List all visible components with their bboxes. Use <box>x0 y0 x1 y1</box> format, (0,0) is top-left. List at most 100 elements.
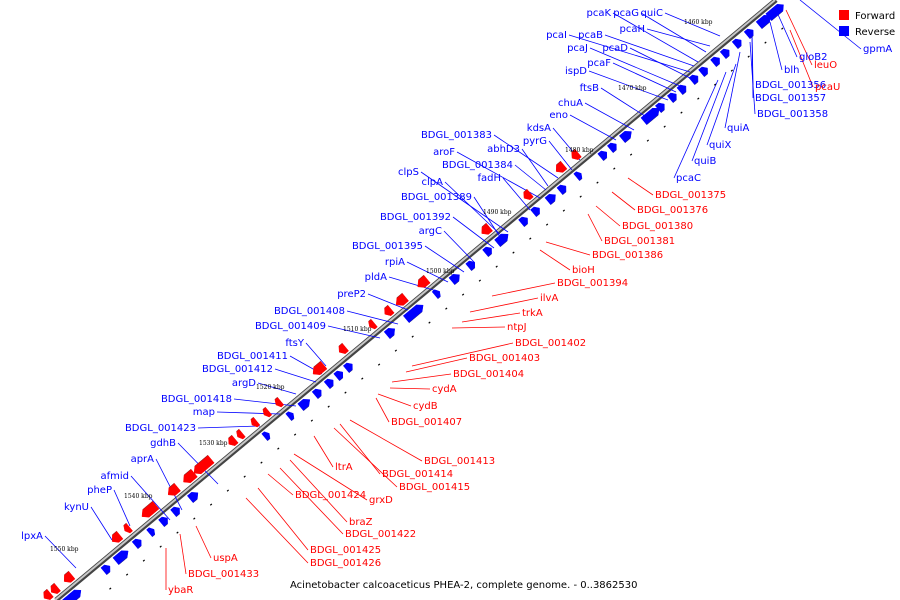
forward-gene-10 <box>312 360 328 375</box>
reverse-gene-32-edge <box>329 385 334 389</box>
reverse-labels-right-4: BDGL_001356 <box>755 80 826 91</box>
leader-line <box>245 497 309 564</box>
reverse-gene-25-edge <box>471 267 476 271</box>
tick-label: 1500 kbp <box>426 268 455 275</box>
reverse-gene-15-edge <box>624 137 631 143</box>
feature-mark <box>361 377 364 380</box>
feature-mark <box>545 223 549 226</box>
forward-gene-15-edge <box>228 435 233 439</box>
legend-item-forward: Forward <box>839 10 895 22</box>
reverse-gene-24 <box>482 246 492 258</box>
leader-lines <box>44 0 862 590</box>
tick-label: 1510 kbp <box>343 326 372 333</box>
forward-gene-5 <box>417 274 431 288</box>
forward-labels-22: ltrA <box>335 462 353 473</box>
leader-line <box>589 47 681 87</box>
leader-line <box>346 310 399 325</box>
reverse-labels-25: argC <box>419 226 442 237</box>
forward-labels-21: BDGL_001415 <box>399 482 470 493</box>
leader-line <box>548 140 573 171</box>
reverse-labels-10: pcaF <box>587 58 611 69</box>
forward-gene-13 <box>250 416 261 428</box>
leader-line <box>514 164 547 191</box>
reverse-gene-28-edge <box>408 311 423 323</box>
reverse-gene-21 <box>530 206 540 218</box>
forward-labels-17: cydB <box>413 401 438 412</box>
reverse-gene-27-edge <box>437 296 441 299</box>
reverse-gene-36-edge <box>267 438 271 441</box>
forward-gene-14 <box>236 428 246 440</box>
leader-line <box>44 535 77 569</box>
forward-labels-7: BDGL_001386 <box>592 250 663 261</box>
reverse-gene-13 <box>654 102 665 114</box>
forward-gene-11-edge <box>274 397 278 400</box>
reverse-gene-6-edge <box>737 45 742 49</box>
leader-line <box>724 51 741 129</box>
reverse-gene-26-edge <box>454 280 460 285</box>
forward-gene-7 <box>384 304 395 316</box>
feature-mark <box>646 139 650 142</box>
reverse-labels-33: BDGL_001411 <box>217 351 288 362</box>
forward-labels-12: ntpJ <box>507 322 527 333</box>
leader-line <box>197 425 261 429</box>
leader-line <box>769 21 783 71</box>
reverse-gene-4 <box>755 19 765 30</box>
forward-labels-26: BDGL_001422 <box>345 529 416 540</box>
forward-gene-23-edge <box>50 583 55 587</box>
reverse-labels-right-9: quiB <box>694 156 716 167</box>
leader-line <box>389 387 431 390</box>
forward-gene-20-edge <box>123 523 127 526</box>
reverse-gene-12-edge <box>672 99 677 103</box>
leader-line <box>391 373 452 383</box>
leader-line <box>673 79 719 179</box>
leader-line <box>293 453 368 501</box>
feature-mark <box>579 195 582 198</box>
leader-line <box>130 475 171 521</box>
forward-gene-21 <box>111 530 124 543</box>
reverse-gene-31 <box>333 370 344 382</box>
forward-labels-29: uspA <box>213 553 238 564</box>
forward-gene-12 <box>262 406 273 418</box>
reverse-labels-36: BDGL_001418 <box>161 394 232 405</box>
reverse-labels-8: pcaD <box>602 43 628 54</box>
reverse-gene-12 <box>666 92 677 104</box>
reverse-gene-38 <box>170 506 180 518</box>
reverse-gene-8-edge <box>716 63 720 67</box>
reverse-labels-right-3: blh <box>784 65 799 76</box>
reverse-gene-3 <box>772 4 784 16</box>
reverse-labels-20: fadH <box>477 173 501 184</box>
reverse-gene-15 <box>618 131 632 144</box>
leader-line <box>502 177 531 211</box>
feature-mark <box>495 265 498 268</box>
tick-label: 1520 kbp <box>256 384 285 391</box>
leader-line <box>749 41 756 115</box>
forward-labels-16: cydA <box>432 384 457 395</box>
leader-line <box>629 47 691 79</box>
reverse-labels-5: pcaB <box>578 30 603 41</box>
leader-line <box>274 368 317 383</box>
leader-line <box>664 12 721 37</box>
leader-line <box>785 9 813 66</box>
reverse-labels-3: quiC <box>641 8 663 19</box>
leader-line <box>339 423 381 475</box>
leader-line <box>289 459 348 523</box>
leader-line <box>612 12 699 63</box>
feature-mark <box>142 559 146 562</box>
forward-gene-1 <box>571 148 582 160</box>
reverse-gene-3-edge <box>778 10 784 15</box>
feature-mark <box>344 391 347 394</box>
leader-line <box>367 293 409 311</box>
leader-line <box>333 427 398 488</box>
feature-mark <box>327 405 330 408</box>
reverse-labels-right-6: BDGL_001358 <box>757 109 828 120</box>
forward-labels-1: leuO <box>814 60 837 71</box>
reverse-labels-43: kynU <box>64 502 89 513</box>
reverse-labels-11: ftsB <box>580 83 599 94</box>
leader-line <box>233 398 297 407</box>
forward-labels-4: BDGL_001376 <box>637 205 708 216</box>
forward-gene-4 <box>481 222 493 235</box>
reverse-labels-9: ispD <box>565 66 587 77</box>
reverse-gene-18-edge <box>579 178 583 181</box>
tick-label: 1550 kbp <box>50 546 79 553</box>
tick-label: 1460 kbp <box>684 19 713 26</box>
